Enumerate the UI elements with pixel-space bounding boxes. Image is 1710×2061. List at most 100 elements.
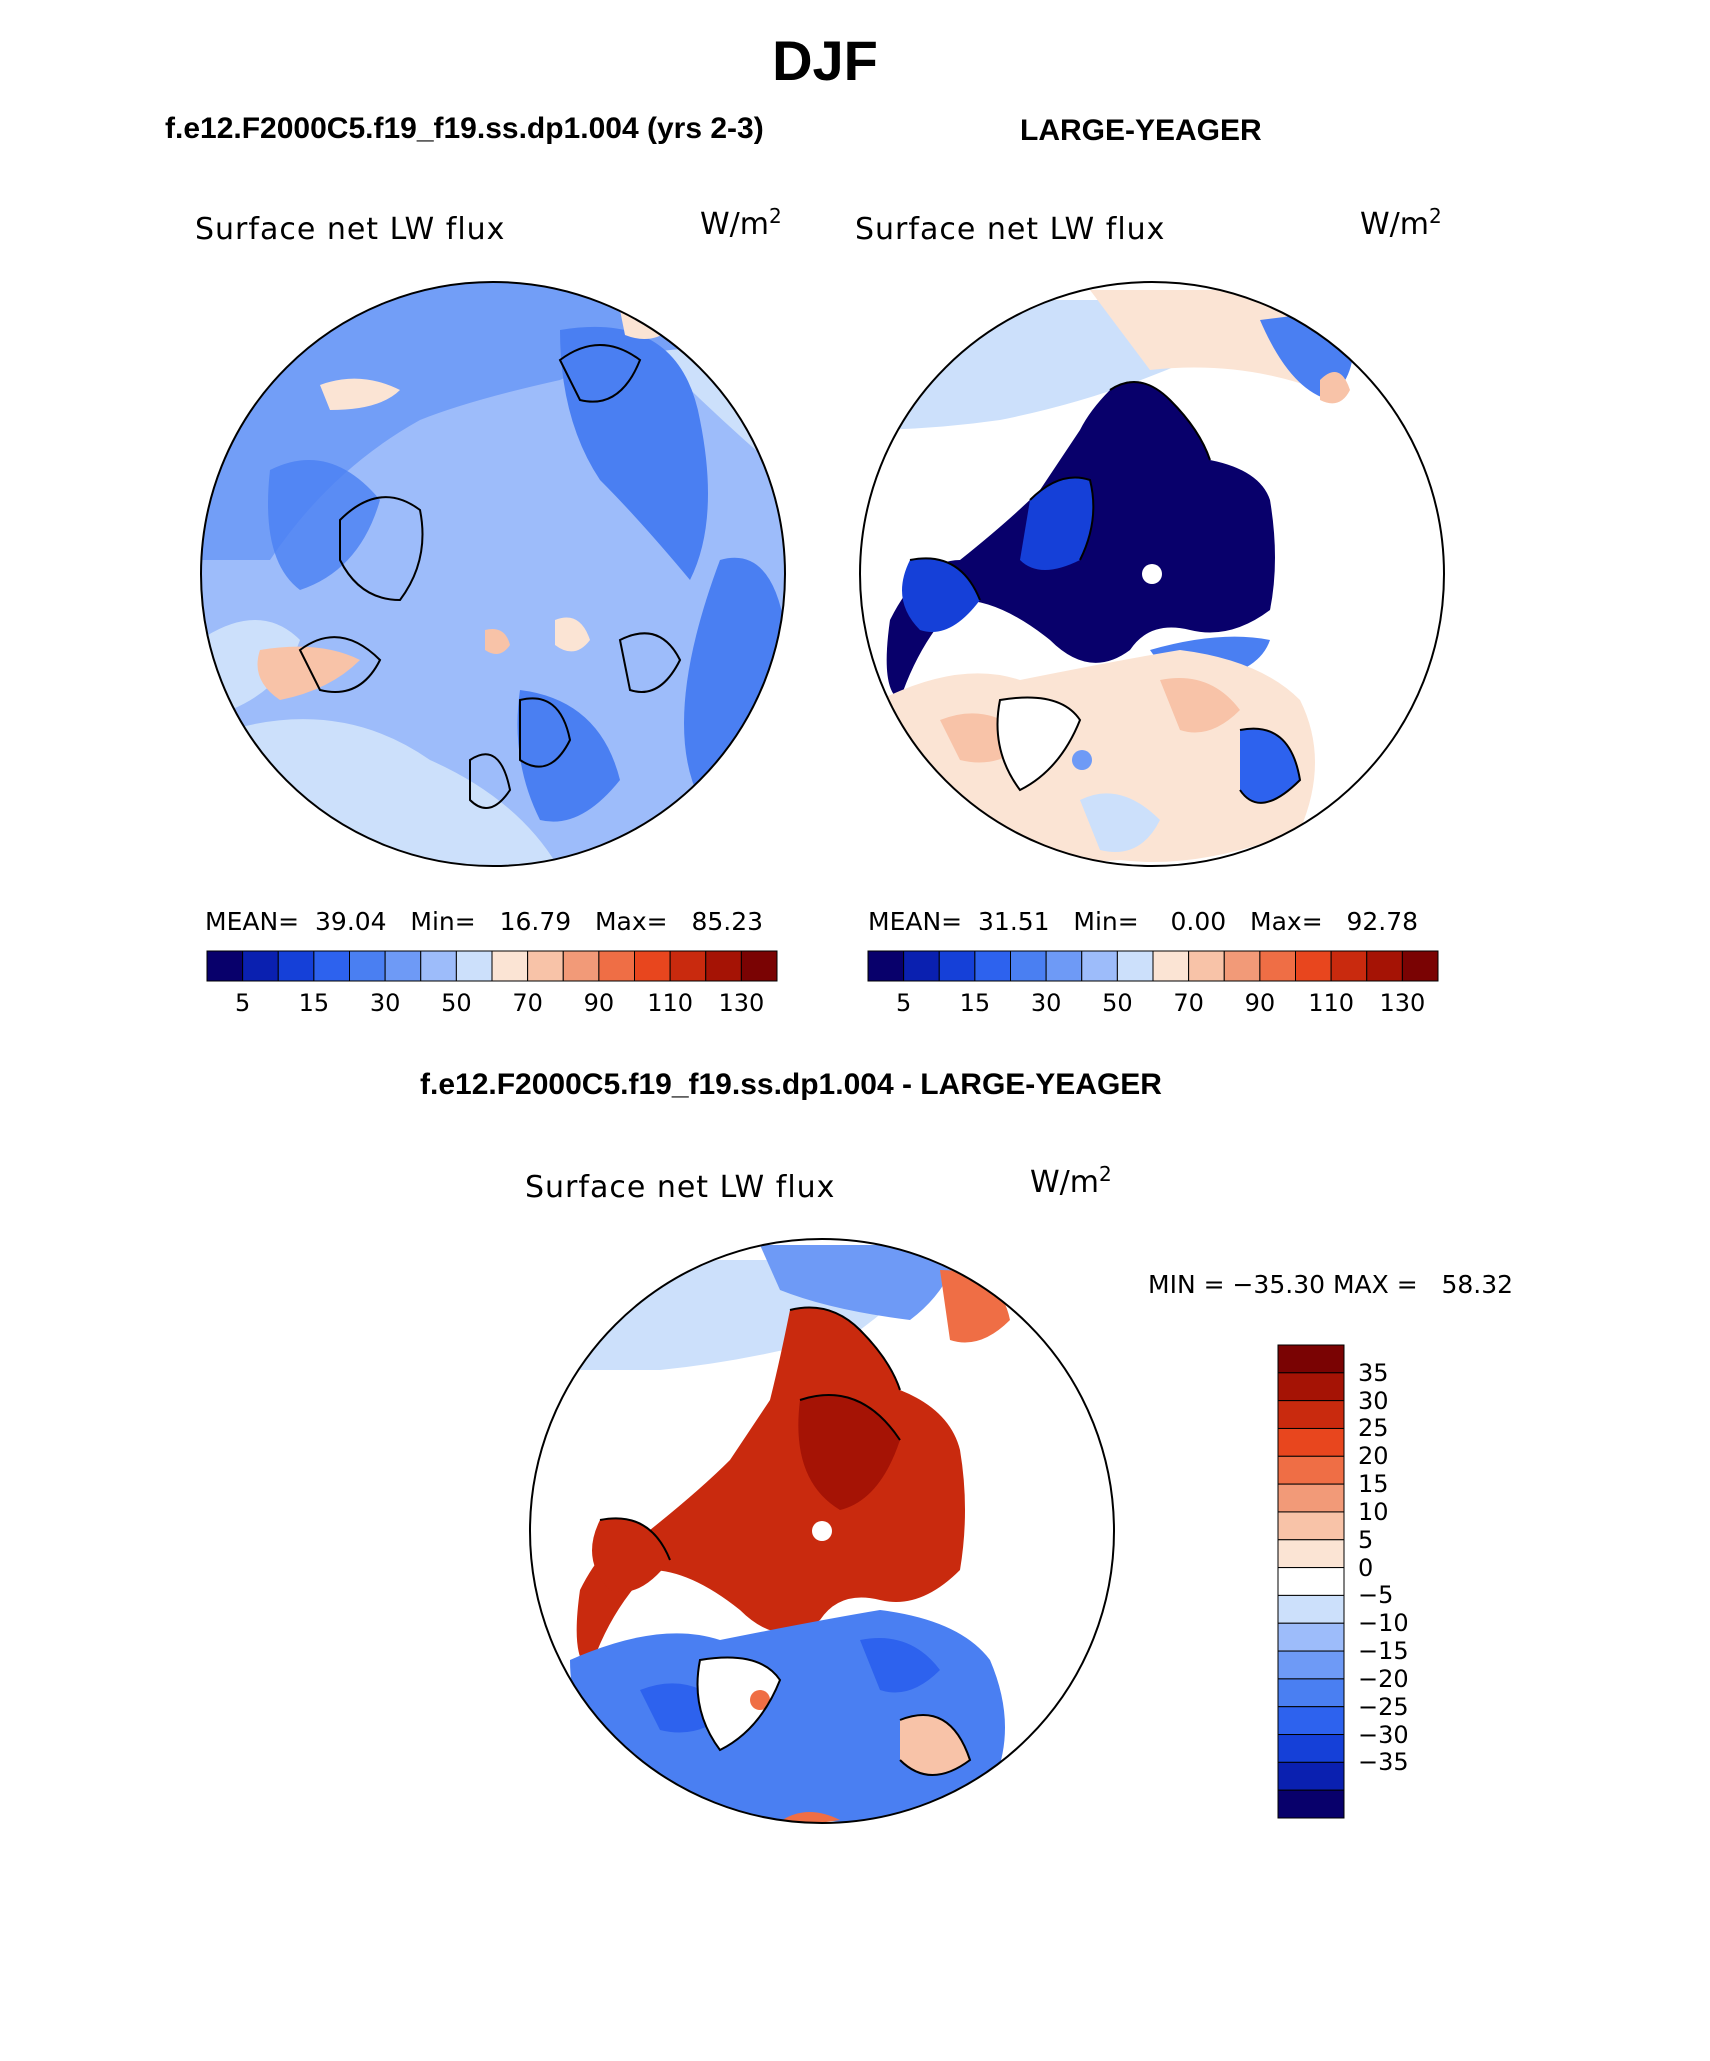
colorbar-swatch: [938, 950, 976, 982]
colorbar-map1: [206, 950, 778, 982]
colorbar-tick-label: 5: [1358, 1525, 1374, 1554]
colorbar-swatch: [562, 950, 600, 982]
colorbar-tick-label: 50: [1102, 989, 1133, 1017]
colorbar-tick-label: 15: [959, 989, 991, 1017]
colorbar-tick-label: −20: [1358, 1664, 1409, 1693]
colorbar-swatch: [598, 950, 635, 982]
colorbar-tick-label: 130: [718, 989, 765, 1017]
colorbar-swatch: [1277, 1344, 1345, 1374]
colorbar-swatch: [1277, 1539, 1345, 1569]
colorbar-swatch: [974, 950, 1011, 982]
colorbar-map3: [1277, 1344, 1345, 1819]
colorbar-swatch: [206, 950, 244, 982]
left-map-title: f.e12.F2000C5.f19_f19.ss.dp1.004 (yrs 2-…: [165, 112, 764, 145]
colorbar-swatch: [1277, 1427, 1345, 1457]
colorbar-tick-label: −25: [1358, 1692, 1409, 1721]
colorbar-swatch: [384, 950, 422, 982]
colorbar-swatch: [903, 950, 940, 982]
map2-pole-marker: [1142, 564, 1162, 584]
colorbar-swatch: [1277, 1761, 1345, 1791]
colorbar-swatch: [669, 950, 707, 982]
colorbar-tick-label: 70: [1173, 989, 1204, 1017]
map2: [859, 281, 1445, 867]
colorbar-swatch: [1116, 950, 1154, 982]
colorbar-swatch: [1277, 1594, 1345, 1624]
colorbar-swatch: [705, 950, 742, 982]
colorbar-swatch: [1295, 950, 1332, 982]
colorbar-swatch: [1277, 1400, 1345, 1429]
colorbar-tick-label: 30: [1358, 1386, 1389, 1415]
colorbar-swatch: [1259, 950, 1296, 982]
panel1-stats: MEAN= 39.04 Min= 16.79 Max= 85.23: [205, 907, 764, 936]
colorbar-swatch: [1152, 950, 1190, 982]
colorbar-swatch: [349, 950, 386, 982]
colorbar-tick-label: 30: [369, 989, 401, 1017]
colorbar-swatch: [1277, 1622, 1345, 1652]
colorbar-swatch: [491, 950, 529, 982]
colorbar-tick-label: 110: [647, 989, 694, 1017]
colorbar-tick-label: −15: [1358, 1637, 1409, 1666]
colorbar-swatch: [634, 950, 671, 982]
colorbar-swatch: [1277, 1511, 1345, 1541]
colorbar-swatch: [1277, 1455, 1345, 1485]
panel2-units: W/m2: [1360, 204, 1442, 242]
colorbar-swatch: [242, 950, 279, 982]
colorbar-tick-label: 15: [1358, 1470, 1389, 1499]
colorbar-swatch: [740, 950, 778, 982]
colorbar-tick-label: 25: [1358, 1414, 1389, 1443]
colorbar-swatch: [867, 950, 905, 982]
colorbar-swatch: [1277, 1789, 1345, 1819]
colorbar-swatch: [1330, 950, 1368, 982]
colorbar-tick-label: 5: [895, 989, 912, 1017]
colorbar-swatch: [1277, 1678, 1345, 1708]
colorbar-tick-label: 50: [441, 989, 472, 1017]
colorbar-swatch: [1401, 950, 1439, 982]
colorbar-tick-label: 10: [1358, 1497, 1389, 1526]
colorbar-swatch: [1223, 950, 1261, 982]
colorbar-tick-label: 0: [1358, 1553, 1374, 1582]
colorbar-swatch: [1277, 1734, 1345, 1763]
colorbar-tick-label: −35: [1358, 1748, 1409, 1777]
colorbar-tick-label: 30: [1030, 989, 1062, 1017]
colorbar-swatch: [1277, 1483, 1345, 1513]
colorbar-tick-label: 110: [1308, 989, 1355, 1017]
colorbar-swatch: [1277, 1372, 1345, 1402]
right-map-title: LARGE-YEAGER: [1020, 114, 1262, 147]
colorbar-tick-label: −10: [1358, 1609, 1409, 1638]
colorbar-tick-label: 70: [512, 989, 543, 1017]
colorbar-swatch: [455, 950, 493, 982]
colorbar-swatch: [277, 950, 315, 982]
colorbar-swatch: [1188, 950, 1225, 982]
panel2-variable-label: Surface net LW flux: [855, 212, 1166, 247]
colorbar-swatch: [1277, 1567, 1345, 1596]
difference-map-title: f.e12.F2000C5.f19_f19.ss.dp1.004 - LARGE…: [420, 1068, 1162, 1101]
panel3-variable-label: Surface net LW flux: [525, 1170, 836, 1205]
panel2-stats: MEAN= 31.51 Min= 0.00 Max= 92.78: [868, 907, 1419, 936]
colorbar-swatch: [1366, 950, 1403, 982]
colorbar-swatch: [1045, 950, 1083, 982]
panel1-variable-label: Surface net LW flux: [195, 212, 506, 247]
panel3-min-max: MIN = −35.30 MAX = 58.32: [1148, 1270, 1514, 1299]
map1: [200, 281, 786, 867]
colorbar-tick-label: −30: [1358, 1720, 1409, 1749]
colorbar-tick-label: 130: [1379, 989, 1426, 1017]
colorbar-tick-label: 20: [1358, 1442, 1389, 1471]
colorbar-swatch: [420, 950, 457, 982]
panel3-units: W/m2: [1030, 1162, 1112, 1200]
colorbar-swatch: [1277, 1650, 1345, 1680]
colorbar-swatch: [1081, 950, 1118, 982]
colorbar-tick-label: 90: [583, 989, 615, 1017]
colorbar-swatch: [527, 950, 564, 982]
colorbar-tick-label: 15: [298, 989, 330, 1017]
colorbar-tick-label: 5: [234, 989, 251, 1017]
colorbar-tick-label: 35: [1358, 1358, 1389, 1387]
figure-title: DJF: [772, 29, 878, 92]
colorbar-swatch: [1277, 1706, 1345, 1736]
colorbar-tick-label: −5: [1358, 1581, 1394, 1610]
map3-pole-marker: [812, 1521, 832, 1541]
colorbar-map2: [867, 950, 1439, 982]
colorbar-swatch: [1010, 950, 1047, 982]
colorbar-swatch: [313, 950, 350, 982]
panel1-units: W/m2: [700, 204, 782, 242]
